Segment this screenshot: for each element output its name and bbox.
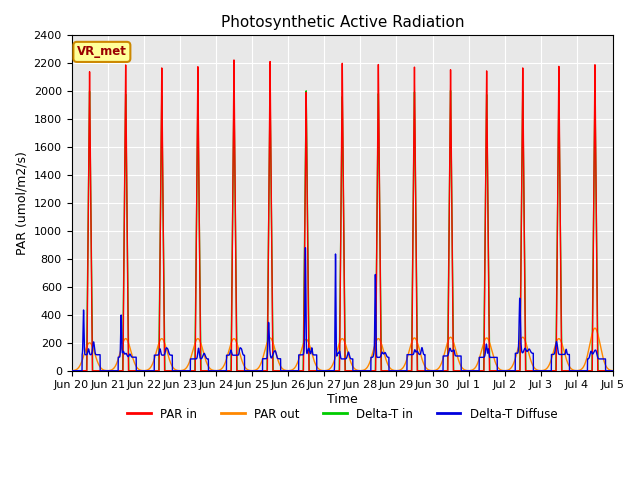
Delta-T Diffuse bbox=[503, 368, 511, 373]
Delta-T Diffuse bbox=[68, 368, 76, 373]
Title: Photosynthetic Active Radiation: Photosynthetic Active Radiation bbox=[221, 15, 464, 30]
Delta-T in bbox=[510, 368, 518, 373]
PAR out bbox=[510, 359, 518, 365]
PAR in bbox=[413, 368, 421, 373]
Delta-T in bbox=[503, 368, 511, 373]
Line: Delta-T in: Delta-T in bbox=[72, 91, 613, 371]
Delta-T Diffuse bbox=[510, 368, 518, 373]
Delta-T Diffuse bbox=[609, 368, 617, 373]
Delta-T Diffuse bbox=[413, 348, 421, 354]
PAR in bbox=[475, 368, 483, 373]
X-axis label: Time: Time bbox=[327, 393, 358, 406]
PAR in bbox=[68, 368, 76, 373]
Delta-T Diffuse bbox=[96, 352, 104, 358]
Delta-T Diffuse bbox=[97, 368, 105, 373]
Delta-T in bbox=[96, 368, 104, 373]
Delta-T Diffuse bbox=[490, 355, 497, 360]
Delta-T in bbox=[609, 368, 617, 373]
Line: PAR in: PAR in bbox=[72, 60, 613, 371]
PAR in bbox=[503, 368, 511, 373]
Delta-T Diffuse bbox=[475, 368, 483, 373]
Delta-T in bbox=[447, 88, 454, 94]
PAR in bbox=[609, 368, 617, 373]
Line: Delta-T Diffuse: Delta-T Diffuse bbox=[72, 248, 613, 371]
Y-axis label: PAR (umol/m2/s): PAR (umol/m2/s) bbox=[15, 151, 28, 255]
PAR out bbox=[413, 339, 421, 345]
Text: VR_met: VR_met bbox=[77, 46, 127, 59]
PAR in bbox=[230, 57, 238, 63]
PAR in bbox=[490, 368, 497, 373]
Delta-T in bbox=[490, 368, 497, 373]
PAR out bbox=[96, 364, 104, 370]
PAR out bbox=[503, 368, 511, 373]
PAR out bbox=[490, 353, 497, 359]
Line: PAR out: PAR out bbox=[72, 328, 613, 371]
PAR out bbox=[591, 325, 599, 331]
Delta-T in bbox=[68, 368, 76, 373]
Legend: PAR in, PAR out, Delta-T in, Delta-T Diffuse: PAR in, PAR out, Delta-T in, Delta-T Dif… bbox=[122, 403, 562, 425]
PAR in bbox=[510, 368, 518, 373]
PAR in bbox=[96, 368, 104, 373]
Delta-T in bbox=[413, 341, 421, 347]
PAR out bbox=[475, 358, 483, 364]
Delta-T Diffuse bbox=[301, 245, 309, 251]
PAR out bbox=[68, 368, 76, 373]
Delta-T in bbox=[475, 368, 483, 373]
PAR out bbox=[609, 368, 617, 373]
